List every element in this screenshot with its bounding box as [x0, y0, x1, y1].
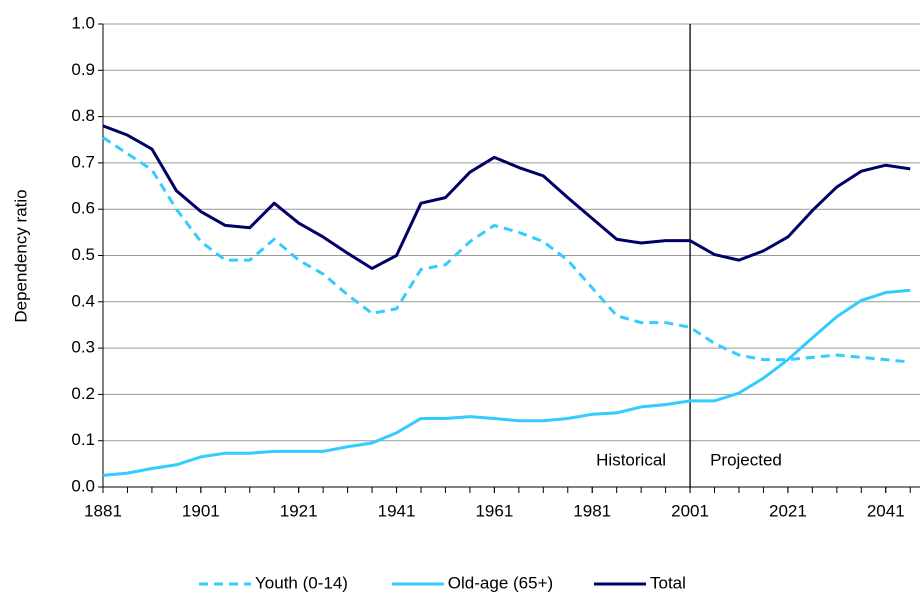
y-tick-label: 0.4 [71, 291, 95, 310]
x-tick-label: 1881 [84, 501, 122, 520]
y-tick-label: 0.8 [71, 106, 95, 125]
x-tick-label: 1941 [378, 501, 416, 520]
legend-label: Old-age (65+) [448, 573, 553, 592]
y-tick-label: 0.3 [71, 338, 95, 357]
annotation: Projected [710, 450, 782, 469]
y-axis-label: Dependency ratio [11, 189, 30, 322]
y-tick-label: 0.5 [71, 245, 95, 264]
x-tick-label: 1961 [475, 501, 513, 520]
x-tick-label: 2041 [867, 501, 905, 520]
series-line [102, 136, 911, 364]
y-tick-label: 0.1 [71, 430, 95, 449]
y-tick-label: 0.7 [71, 152, 95, 171]
y-tick-label: 0.9 [71, 60, 95, 79]
series-line [102, 124, 911, 270]
x-tick-label: 1901 [182, 501, 220, 520]
legend-label: Youth (0-14) [255, 573, 348, 592]
x-tick-label: 2021 [769, 501, 807, 520]
y-tick-label: 0.2 [71, 384, 95, 403]
y-tick-label: 1.0 [71, 13, 95, 32]
legend-label: Total [650, 573, 686, 592]
annotation: Historical [596, 450, 666, 469]
y-tick-label: 0.6 [71, 199, 95, 218]
y-tick-label: 0.0 [71, 476, 95, 495]
x-tick-label: 1981 [573, 501, 611, 520]
x-tick-label: 1921 [280, 501, 318, 520]
x-tick-label: 2001 [671, 501, 709, 520]
series-line [102, 288, 911, 477]
